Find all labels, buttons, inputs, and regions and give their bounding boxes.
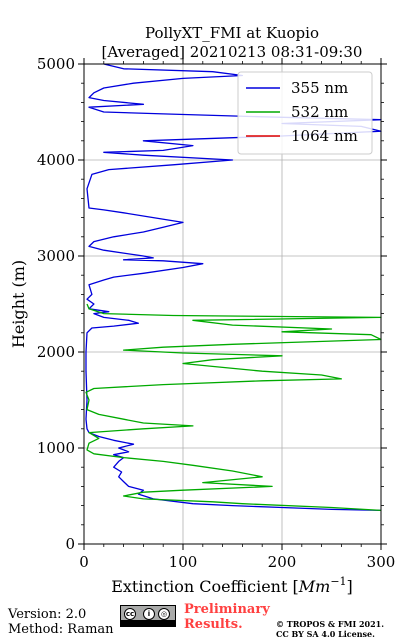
cc-icon: cc: [124, 608, 136, 620]
y-tick-label: 2000: [37, 343, 75, 361]
cc-license-badge: cc i ◎: [120, 605, 176, 627]
x-axis-label-exponent: −1: [330, 575, 346, 588]
y-axis-label: Height (m): [9, 260, 28, 348]
x-tick-label: 300: [367, 553, 396, 571]
chart-title-line-1: PollyXT_FMI at Kuopio: [145, 24, 319, 42]
x-tick-label: 100: [169, 553, 198, 571]
by-icon: i: [143, 608, 155, 620]
preliminary-line-1: Preliminary: [184, 602, 270, 617]
version-text: Version: 2.0: [8, 607, 87, 622]
x-axis-label-unit: Mm: [298, 577, 331, 596]
preliminary-notice: Preliminary Results.: [184, 602, 270, 632]
x-axis-label-prefix: Extinction Coefficient [: [111, 577, 299, 596]
copyright-line-2: CC BY SA 4.0 License.: [276, 629, 375, 639]
copyright-notice: © TROPOS & FMI 2021. CC BY SA 4.0 Licens…: [276, 619, 384, 639]
method-text: Method: Raman: [8, 622, 114, 637]
legend-label-355-nm: 355 nm: [291, 79, 348, 97]
y-tick-label: 1000: [37, 439, 75, 457]
y-tick-label: 4000: [37, 151, 75, 169]
axis-ticks: [78, 58, 387, 550]
legend-box: [237, 71, 373, 155]
y-tick-label: 0: [65, 535, 75, 553]
x-axis-label: Extinction Coefficient [Mm−1]: [111, 575, 353, 596]
legend-label-1064-nm: 1064 nm: [291, 127, 358, 145]
x-tick-label: 0: [79, 553, 89, 571]
x-axis-label-suffix: ]: [347, 577, 353, 596]
y-tick-label: 5000: [37, 55, 75, 73]
y-tick-label: 3000: [37, 247, 75, 265]
legend: 355 nm 532 nm 1064 nm: [237, 71, 373, 155]
plot-frame: [83, 63, 382, 545]
preliminary-line-2: Results.: [184, 617, 243, 632]
sa-icon: ◎: [158, 608, 170, 620]
series-line-532-nm: [85, 303, 382, 512]
copyright-line-1: © TROPOS & FMI 2021.: [276, 619, 385, 629]
legend-label-532-nm: 532 nm: [291, 103, 348, 121]
x-tick-label: 200: [268, 553, 297, 571]
chart-title-line-2: [Averaged] 20210213 08:31-09:30: [102, 43, 363, 61]
